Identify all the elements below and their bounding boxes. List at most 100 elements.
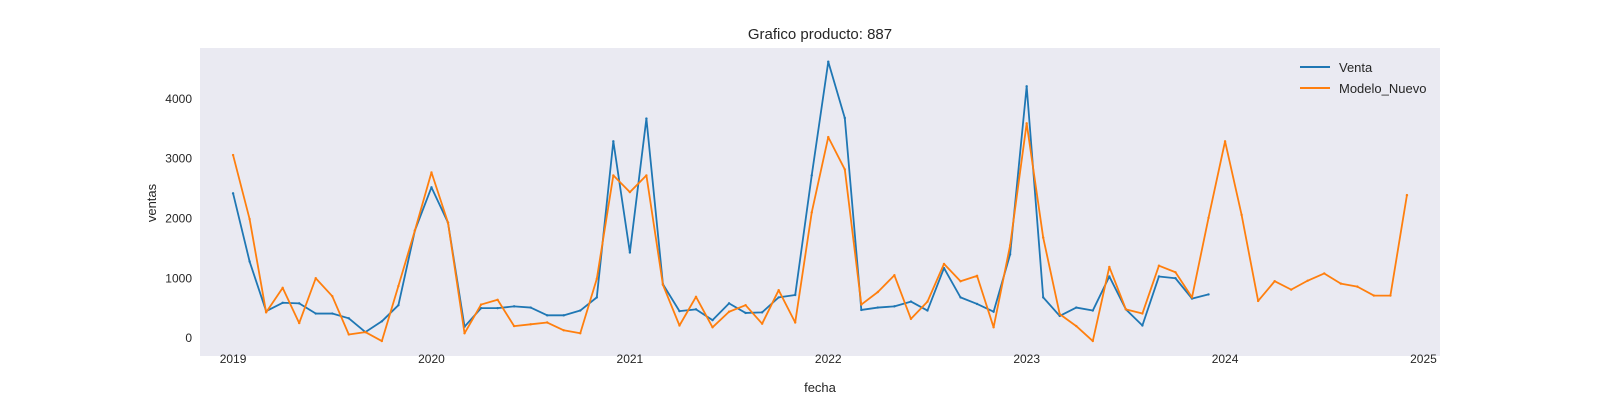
- y-tick-label: 3000: [165, 152, 192, 166]
- data-point: [1356, 285, 1359, 288]
- data-point: [727, 302, 731, 305]
- data-point: [1008, 244, 1012, 247]
- data-point: [1306, 279, 1309, 282]
- data-point: [760, 311, 764, 314]
- data-point: [992, 310, 995, 313]
- data-point: [562, 314, 565, 317]
- data-point: [628, 190, 632, 194]
- data-point: [546, 321, 549, 324]
- data-point: [1190, 296, 1194, 299]
- data-point: [331, 294, 334, 298]
- data-point: [579, 309, 582, 312]
- data-point: [959, 280, 962, 283]
- data-point: [1025, 122, 1028, 125]
- data-point: [810, 211, 813, 214]
- data-point: [876, 306, 880, 309]
- data-point: [1389, 294, 1392, 297]
- data-point: [1207, 216, 1210, 220]
- data-point: [298, 302, 301, 305]
- data-point: [463, 332, 466, 335]
- data-point: [827, 135, 830, 139]
- data-point: [794, 293, 797, 297]
- data-point: [479, 306, 483, 310]
- data-point: [744, 311, 747, 315]
- data-point: [860, 308, 863, 312]
- data-point: [248, 217, 251, 221]
- data-point: [298, 321, 301, 325]
- data-point: [1042, 236, 1045, 239]
- x-axis-label: fecha: [804, 380, 837, 395]
- data-point: [1108, 265, 1111, 269]
- data-point: [479, 303, 483, 306]
- data-point: [347, 317, 350, 320]
- data-point: [231, 153, 235, 157]
- data-point: [975, 274, 979, 278]
- x-tick-labels: 2019 2020 2021 2022 2023 2024 2025: [220, 352, 1437, 366]
- data-point: [529, 323, 532, 326]
- y-tick-label: 2000: [165, 211, 192, 225]
- data-point: [678, 324, 681, 327]
- data-point: [1174, 271, 1177, 274]
- y-tick-labels: 0 1000 2000 3000 4000: [165, 92, 192, 345]
- data-point: [413, 229, 417, 232]
- data-point: [397, 284, 400, 288]
- data-point: [512, 324, 516, 328]
- data-point: [843, 116, 846, 120]
- data-point: [645, 117, 648, 120]
- data-point: [1042, 296, 1045, 299]
- series-line-modelo-nuevo: [232, 122, 1408, 342]
- data-point: [380, 339, 384, 343]
- y-tick-label: 0: [185, 331, 192, 345]
- x-tick-label: 2019: [220, 352, 247, 366]
- chart-title: Grafico producto: 887: [748, 26, 892, 43]
- data-point: [760, 322, 764, 325]
- data-point: [711, 326, 714, 329]
- series-lines: [231, 60, 1409, 343]
- data-point: [645, 174, 648, 177]
- data-point: [744, 303, 747, 307]
- data-point: [893, 274, 896, 277]
- data-point: [694, 308, 698, 311]
- data-point: [595, 277, 598, 281]
- y-tick-label: 4000: [165, 92, 192, 106]
- data-point: [264, 311, 268, 314]
- data-point: [1075, 306, 1078, 309]
- data-point: [529, 306, 532, 309]
- data-point: [562, 329, 565, 332]
- data-point: [1273, 280, 1276, 283]
- data-point: [1339, 282, 1343, 285]
- data-point: [1075, 324, 1078, 328]
- data-point: [628, 251, 632, 254]
- x-tick-label: 2024: [1212, 352, 1239, 366]
- data-point: [909, 317, 913, 321]
- data-point: [1091, 339, 1095, 343]
- data-point: [281, 301, 284, 304]
- plot-area: [200, 48, 1440, 356]
- data-point: [711, 318, 714, 322]
- data-point: [512, 305, 516, 308]
- data-point: [1240, 213, 1243, 217]
- data-point: [1124, 308, 1128, 311]
- data-point: [380, 320, 384, 323]
- data-point: [1141, 312, 1144, 315]
- data-point: [314, 277, 317, 280]
- data-point: [777, 289, 780, 292]
- data-point: [231, 192, 235, 195]
- data-point: [942, 262, 946, 266]
- data-point: [992, 326, 995, 329]
- y-axis-label: ventas: [144, 183, 159, 222]
- data-point: [843, 168, 846, 171]
- data-point: [612, 140, 615, 143]
- data-point: [975, 302, 979, 306]
- x-tick-label: 2020: [418, 352, 445, 366]
- data-point: [612, 174, 615, 177]
- y-tick-label: 1000: [165, 271, 192, 285]
- data-point: [1141, 324, 1144, 327]
- data-point: [347, 333, 350, 336]
- data-point: [1157, 275, 1161, 278]
- data-point: [1290, 288, 1293, 291]
- data-point: [314, 312, 317, 315]
- data-point: [678, 309, 681, 313]
- data-point: [1207, 293, 1210, 296]
- data-point: [810, 174, 813, 177]
